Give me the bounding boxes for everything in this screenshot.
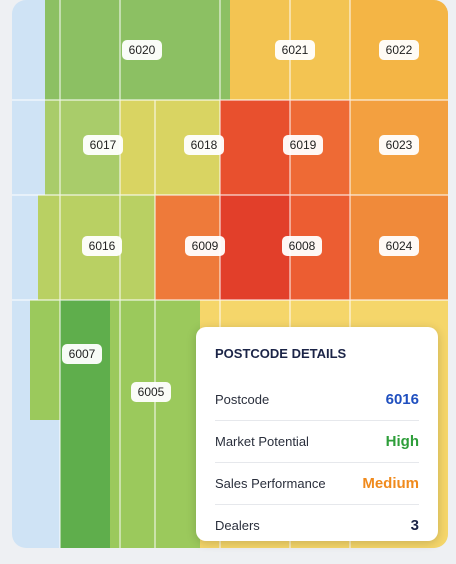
label-background: [82, 236, 122, 256]
row-value: High: [385, 433, 419, 450]
postcode-label: 6008: [282, 236, 322, 256]
postcode-label: 6005: [131, 382, 171, 402]
label-background: [275, 40, 315, 60]
label-background: [379, 40, 419, 60]
detail-row: Postcode 6016: [215, 379, 419, 420]
postcode-label: 6024: [379, 236, 419, 256]
row-value: 3: [410, 517, 419, 534]
label-background: [83, 135, 123, 155]
details-panel: POSTCODE DETAILS Postcode 6016 Market Pot…: [196, 327, 438, 541]
postcode-label: 6019: [283, 135, 323, 155]
row-label: Postcode: [215, 392, 270, 407]
postcode-text: 6019: [290, 138, 317, 152]
label-background: [122, 40, 162, 60]
postcode-label: 6018: [184, 135, 224, 155]
label-background: [379, 236, 419, 256]
postcode-text: 6018: [191, 138, 218, 152]
postcode-text: 6007: [69, 347, 96, 361]
postcode-label: 6007: [62, 344, 102, 364]
postcode-text: 6008: [289, 239, 316, 253]
postcode-text: 6005: [138, 385, 165, 399]
label-background: [283, 135, 323, 155]
postcode-label: 6009: [185, 236, 225, 256]
postcode-label: 6016: [82, 236, 122, 256]
postcode-text: 6021: [282, 43, 309, 57]
postcode-text: 6020: [129, 43, 156, 57]
postcode-text: 6016: [89, 239, 116, 253]
label-background: [184, 135, 224, 155]
postcode-text: 6023: [386, 138, 413, 152]
panel-title: POSTCODE DETAILS: [215, 346, 347, 361]
row-label: Dealers: [215, 518, 260, 533]
label-background: [131, 382, 171, 402]
postcode-label: 6021: [275, 40, 315, 60]
postcode-label: 6017: [83, 135, 123, 155]
row-value: Medium: [362, 475, 419, 492]
row-label: Market Potential: [215, 434, 309, 449]
postcode-text: 6024: [386, 239, 413, 253]
postcode-text: 6017: [90, 138, 117, 152]
detail-row: Sales Performance Medium: [215, 462, 419, 504]
row-value: 6016: [385, 391, 419, 408]
detail-row: Market Potential High: [215, 420, 419, 462]
label-background: [62, 344, 102, 364]
label-background: [282, 236, 322, 256]
postcode-text: 6009: [192, 239, 219, 253]
postcode-label: 6020: [122, 40, 162, 60]
postcode-label: 6022: [379, 40, 419, 60]
row-label: Sales Performance: [215, 476, 326, 491]
postcode-label: 6023: [379, 135, 419, 155]
label-background: [379, 135, 419, 155]
postcode-text: 6022: [386, 43, 413, 57]
label-background: [185, 236, 225, 256]
detail-row: Dealers 3: [215, 504, 419, 546]
